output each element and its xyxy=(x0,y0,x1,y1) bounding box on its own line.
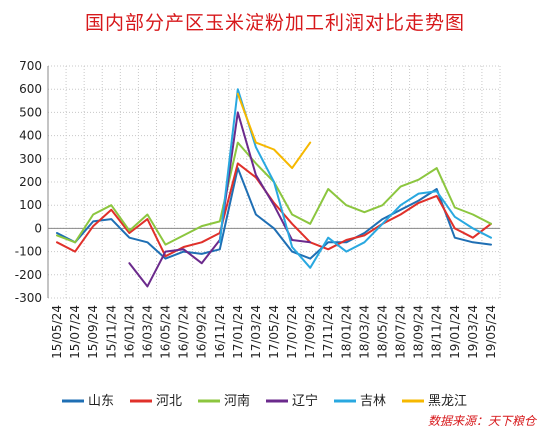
legend-label: 吉林 xyxy=(360,394,386,409)
x-tick-label: 15/07/24 xyxy=(68,305,82,359)
x-tick-label: 16/09/24 xyxy=(195,305,209,359)
x-tick-label: 18/03/24 xyxy=(357,305,371,359)
y-tick-label: 600 xyxy=(19,82,42,96)
chart-title: 国内部分产区玉米淀粉加工利润对比走势图 xyxy=(84,12,465,34)
x-tick-label: 19/05/24 xyxy=(484,305,498,359)
y-tick-label: -100 xyxy=(15,245,42,259)
x-tick-label: 17/11/24 xyxy=(321,305,335,359)
x-tick-label: 18/05/24 xyxy=(375,305,389,359)
y-tick-label: 100 xyxy=(19,198,42,212)
x-tick-label: 16/01/24 xyxy=(122,305,136,359)
x-tick-label: 19/01/24 xyxy=(448,305,462,359)
x-tick-label: 16/03/24 xyxy=(140,305,154,359)
y-tick-label: 0 xyxy=(34,221,42,235)
series-line xyxy=(236,92,312,170)
data-source-note: 数据来源：天下粮仓 xyxy=(427,414,536,428)
y-tick-label: 400 xyxy=(19,129,42,143)
x-tick-label: 16/05/24 xyxy=(159,305,173,359)
x-tick-label: 16/07/24 xyxy=(177,305,191,359)
legend-label: 辽宁 xyxy=(292,393,318,409)
series-line xyxy=(56,162,492,258)
legend-label: 河北 xyxy=(156,394,182,409)
y-tick-label: -200 xyxy=(15,268,42,282)
x-tick-label: 18/09/24 xyxy=(412,305,426,359)
x-tick-label: 18/07/24 xyxy=(394,305,408,359)
y-tick-label: 500 xyxy=(19,105,42,119)
x-tick-label: 17/01/24 xyxy=(231,305,245,359)
series-line xyxy=(56,167,492,260)
legend-label: 河南 xyxy=(224,393,250,409)
x-tick-label: 15/05/24 xyxy=(50,305,64,359)
y-tick-label: 200 xyxy=(19,175,42,189)
series-line xyxy=(218,88,492,269)
legend-label: 山东 xyxy=(88,394,114,409)
x-tick-label: 17/05/24 xyxy=(267,305,281,359)
x-tick-label: 16/11/24 xyxy=(213,305,227,359)
y-tick-label: 700 xyxy=(19,59,42,73)
legend-label: 黑龙江 xyxy=(428,394,467,409)
x-tick-label: 17/09/24 xyxy=(303,305,317,359)
x-tick-label: 15/09/24 xyxy=(86,305,100,359)
x-tick-label: 18/11/24 xyxy=(430,305,444,359)
x-tick-label: 19/03/24 xyxy=(466,305,480,359)
x-tick-label: 17/03/24 xyxy=(249,305,263,359)
x-tick-label: 17/07/24 xyxy=(285,305,299,359)
y-tick-label: 300 xyxy=(19,152,42,166)
y-tick-label: -300 xyxy=(15,291,42,305)
x-tick-label: 15/11/24 xyxy=(104,305,118,359)
x-tick-label: 18/01/24 xyxy=(339,305,353,359)
